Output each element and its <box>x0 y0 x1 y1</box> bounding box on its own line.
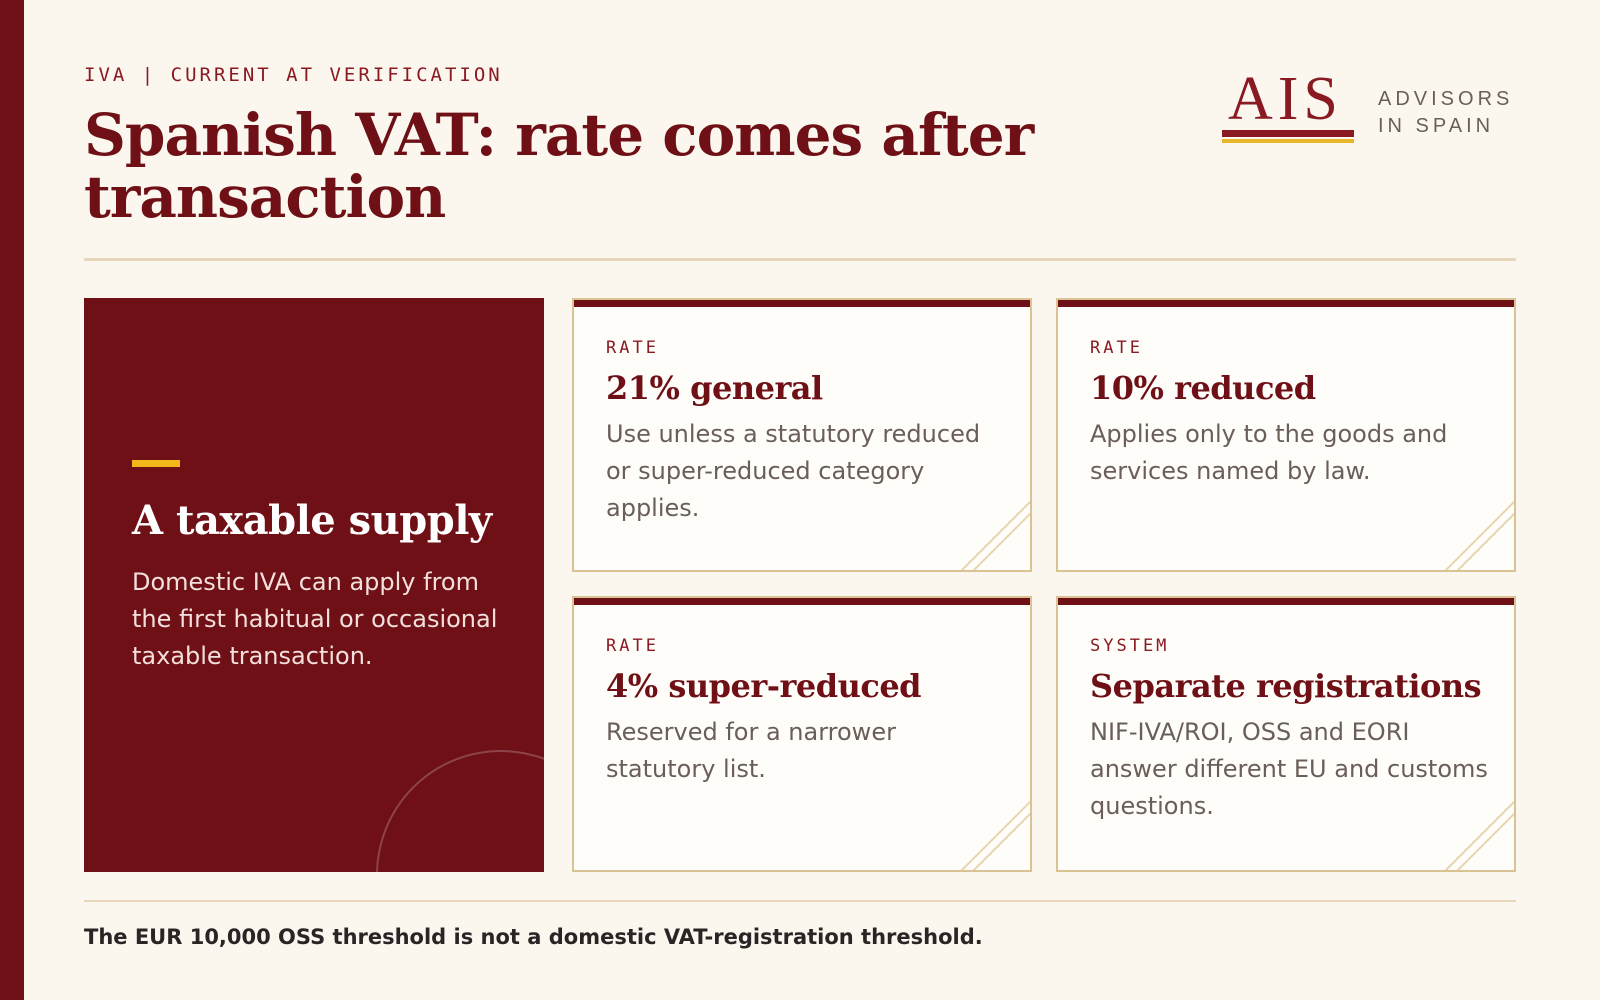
hero-accent-bar <box>132 460 180 467</box>
page-title: Spanish VAT: rate comes after transactio… <box>84 101 1034 231</box>
card-top-bar <box>1058 300 1514 307</box>
hero-body: Domestic IVA can apply from the first ha… <box>132 568 498 670</box>
corner-fold-decoration <box>1444 800 1514 870</box>
card-kicker: RATE <box>606 338 659 358</box>
corner-fold-decoration <box>960 500 1030 570</box>
logo-underline-red <box>1222 130 1354 137</box>
card-body: Use unless a statutory reduced or super-… <box>606 420 981 522</box>
corner-fold-decoration <box>960 800 1030 870</box>
logo-mark: AIS <box>1222 66 1358 146</box>
card-reduced-rate: RATE 10% reduced Applies only to the goo… <box>1056 298 1516 572</box>
eyebrow-label: IVA | CURRENT AT VERIFICATION <box>84 64 503 86</box>
left-accent-stripe <box>0 0 24 1000</box>
decorative-arc <box>376 750 544 872</box>
card-kicker: RATE <box>606 636 659 656</box>
footer-note: The EUR 10,000 OSS threshold is not a do… <box>84 925 983 949</box>
card-top-bar <box>574 300 1030 307</box>
card-title: 10% reduced <box>1090 369 1316 407</box>
card-title: 4% super-reduced <box>606 667 922 705</box>
card-general-rate: RATE 21% general Use unless a statutory … <box>572 298 1032 572</box>
card-top-bar <box>1058 598 1514 605</box>
card-kicker: SYSTEM <box>1090 636 1170 656</box>
logo-wordmark-line2: IN SPAIN <box>1378 115 1495 137</box>
brand-logo: AIS ADVISORS IN SPAIN <box>1222 66 1518 150</box>
card-title: 21% general <box>606 369 823 407</box>
logo-wordmark: ADVISORS IN SPAIN <box>1378 86 1513 140</box>
card-body: Reserved for a narrower statutory list. <box>606 718 896 783</box>
footer-divider <box>84 900 1516 902</box>
card-body: NIF-IVA/ROI, OSS and EORI answer differe… <box>1090 718 1488 820</box>
logo-letters: AIS <box>1228 65 1343 133</box>
header-divider <box>84 258 1516 261</box>
card-separate-registrations: SYSTEM Separate registrations NIF-IVA/RO… <box>1056 596 1516 872</box>
card-top-bar <box>574 598 1030 605</box>
card-body: Applies only to the goods and services n… <box>1090 420 1448 485</box>
corner-fold-decoration <box>1444 500 1514 570</box>
card-super-reduced-rate: RATE 4% super-reduced Reserved for a nar… <box>572 596 1032 872</box>
logo-underline-gold <box>1222 139 1354 143</box>
hero-title: A taxable supply <box>132 497 492 544</box>
card-kicker: RATE <box>1090 338 1143 358</box>
hero-panel: A taxable supply Domestic IVA can apply … <box>84 298 544 872</box>
card-title: Separate registrations <box>1090 667 1482 705</box>
logo-wordmark-line1: ADVISORS <box>1378 88 1514 110</box>
